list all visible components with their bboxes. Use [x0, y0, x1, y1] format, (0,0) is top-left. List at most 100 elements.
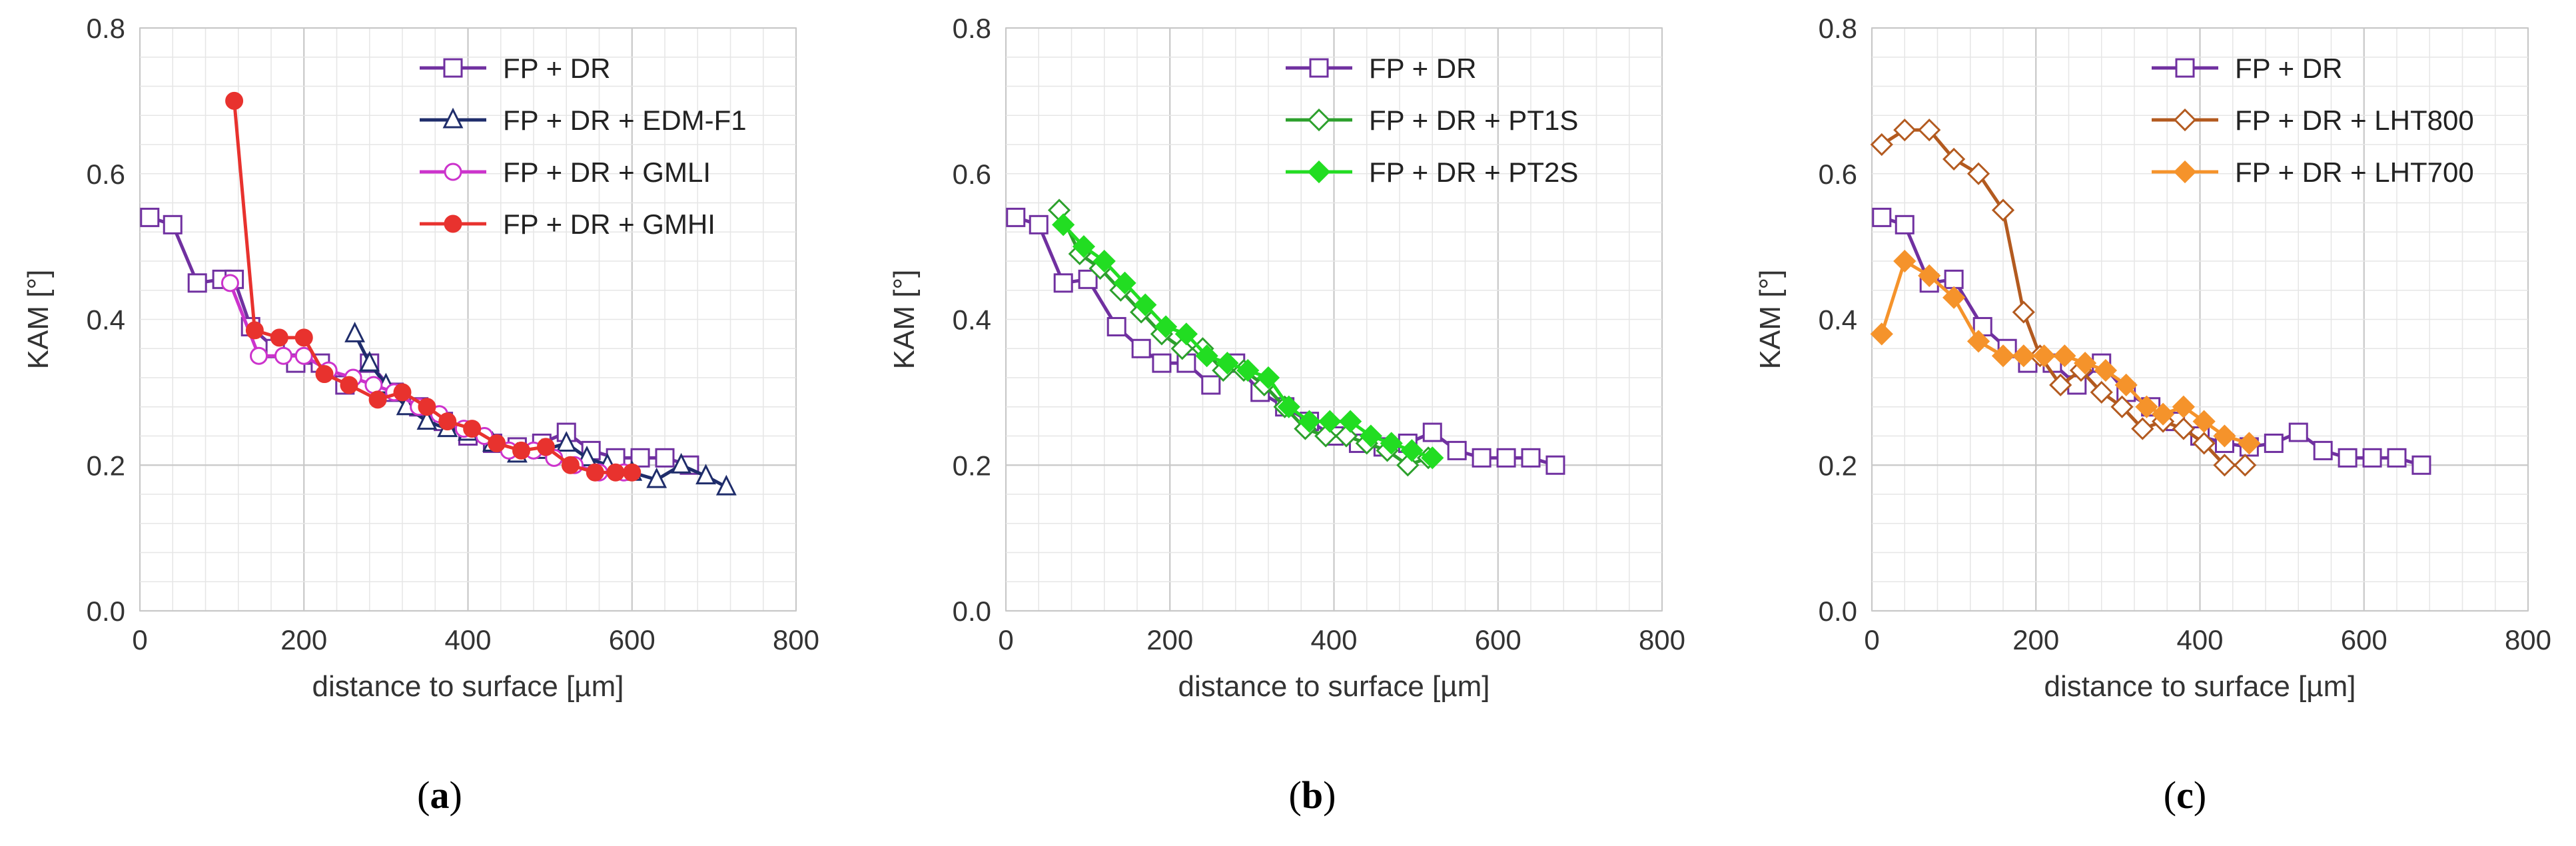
- data-point: [2114, 373, 2138, 397]
- series-4: [225, 91, 642, 482]
- data-point: [274, 346, 292, 365]
- data-point: [2049, 373, 2072, 397]
- data-point: [1447, 440, 1467, 460]
- data-point: [340, 376, 358, 394]
- data-point: [1942, 147, 1966, 171]
- data-point: [1277, 395, 1300, 418]
- data-point: [1918, 264, 1941, 287]
- data-point: [1918, 119, 1941, 142]
- legend-marker: [443, 58, 463, 78]
- data-point: [1201, 375, 1221, 395]
- data-point: [630, 448, 650, 468]
- data-point: [1052, 213, 1075, 236]
- x-tick-label: 0: [132, 624, 147, 655]
- data-point: [1380, 432, 1403, 455]
- data-point: [606, 463, 625, 482]
- data-point: [1195, 344, 1218, 368]
- data-point: [2264, 433, 2284, 453]
- data-point: [2135, 395, 2158, 418]
- x-tick-label: 800: [2505, 624, 2551, 655]
- data-point: [1422, 422, 1442, 442]
- legend: FP + DR FP + DR + EDM-F1 FP + DR + GMLI FP …: [420, 53, 747, 240]
- chart-panel-a: 0 200 400 600 800 0.0 0.2 0.4 0.6 0.8 distance to …: [22, 13, 819, 703]
- data-point: [715, 474, 737, 496]
- series-3: [1870, 249, 2261, 455]
- data-point: [2090, 380, 2113, 404]
- data-point: [655, 448, 675, 468]
- data-point: [2387, 448, 2407, 468]
- legend-label: FP + DR: [2235, 53, 2342, 84]
- data-point: [368, 390, 387, 409]
- y-tick-label: 0.0: [1819, 596, 1857, 627]
- y-tick-label: 0.8: [87, 13, 125, 44]
- data-point: [1174, 322, 1198, 346]
- y-tick-label: 0.4: [87, 304, 125, 336]
- data-point: [2362, 448, 2382, 468]
- data-point: [418, 398, 436, 416]
- data-point: [1991, 344, 2015, 368]
- y-axis-title: KAM [°]: [1754, 270, 1787, 370]
- data-point: [270, 328, 288, 347]
- data-point: [2172, 417, 2195, 440]
- panel-caption-c: (c): [2163, 773, 2207, 817]
- data-point: [1092, 249, 1116, 273]
- data-point: [646, 467, 667, 488]
- y-tick-label: 0.0: [953, 596, 991, 627]
- data-point: [2012, 344, 2035, 368]
- data-point: [1496, 448, 1516, 468]
- y-axis-title: KAM [°]: [22, 270, 55, 370]
- data-point: [2151, 402, 2175, 426]
- data-point: [561, 456, 580, 474]
- data-point: [2234, 454, 2257, 477]
- legend-label: FP + DR + LHT700: [2235, 157, 2474, 188]
- data-point: [1472, 448, 1492, 468]
- data-point: [1895, 214, 1915, 234]
- y-tick-label: 0.2: [87, 450, 125, 481]
- data-point: [1113, 271, 1136, 294]
- legend-marker: [2175, 58, 2195, 78]
- data-point: [1072, 235, 1096, 258]
- data-point: [556, 431, 577, 452]
- y-tick-label: 0.6: [953, 159, 991, 190]
- data-point: [671, 452, 692, 474]
- data-point: [1029, 214, 1049, 234]
- data-point: [536, 438, 555, 456]
- x-axis-title: distance to surface [µm]: [312, 670, 624, 703]
- panel-caption-a: (a): [417, 773, 462, 817]
- y-tick-label: 0.4: [953, 304, 991, 336]
- chart-panel-b: 0 200 400 600 800 0.0 0.2 0.4 0.6 0.8 distance to …: [888, 13, 1685, 703]
- y-axis-title: KAM [°]: [888, 270, 921, 370]
- legend-marker: [1307, 108, 1331, 132]
- y-tick-label: 0.6: [1819, 159, 1857, 190]
- x-tick-label: 600: [2341, 624, 2387, 655]
- y-tick-label: 0.8: [953, 13, 991, 44]
- data-point: [488, 434, 506, 452]
- x-tick-label: 600: [1475, 624, 1521, 655]
- legend-marker: [444, 163, 462, 181]
- data-point: [2192, 410, 2216, 433]
- data-point: [1216, 352, 1239, 375]
- data-point: [344, 322, 366, 342]
- x-tick-label: 400: [444, 624, 491, 655]
- data-point: [1339, 410, 1362, 433]
- data-point: [245, 321, 264, 340]
- data-point: [1318, 410, 1342, 433]
- data-point: [1078, 269, 1098, 289]
- data-point: [416, 409, 438, 430]
- data-point: [1400, 439, 1424, 462]
- data-point: [1298, 410, 1321, 433]
- data-point: [359, 350, 380, 372]
- y-tick-label: 0.8: [1819, 13, 1857, 44]
- y-tick-label: 0.6: [87, 159, 125, 190]
- data-point: [1893, 249, 1917, 273]
- data-point: [294, 328, 313, 347]
- data-point: [1966, 162, 1990, 185]
- data-point: [1154, 315, 1178, 338]
- data-point: [2213, 424, 2236, 448]
- legend-label: FP + DR + PT1S: [1369, 105, 1578, 136]
- data-point: [1942, 286, 1966, 309]
- data-point: [1991, 199, 2015, 222]
- legend-marker: [2173, 160, 2197, 184]
- data-point: [2131, 417, 2154, 440]
